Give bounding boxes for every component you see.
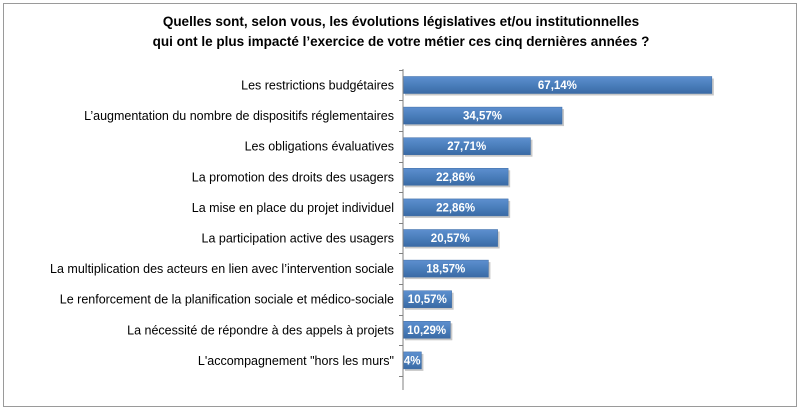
chart-title: Quelles sont, selon vous, les évolutions… — [0, 12, 802, 52]
data-label: 10,57% — [408, 294, 447, 306]
category-label: L’augmentation du nombre de dispositifs … — [84, 109, 394, 123]
category-label: L'accompagnement "hors les murs" — [198, 354, 394, 368]
category-label: Le renforcement de la planification soci… — [60, 293, 394, 307]
data-label: 67,14% — [538, 80, 577, 92]
category-label: La participation active des usagers — [202, 232, 394, 246]
bars-layer: 67,14% Les restrictions budgétaires 34,57%… — [50, 70, 714, 377]
category-label: La mise en place du projet individuel — [192, 201, 394, 215]
data-label: 4% — [404, 355, 421, 367]
chart-title-line2: qui ont le plus impacté l’exercice de vo… — [152, 34, 650, 49]
category-label: La promotion des droits des usagers — [192, 170, 394, 184]
category-label: La nécessité de répondre à des appels à … — [127, 323, 394, 337]
data-label: 22,86% — [436, 202, 475, 214]
data-label: 22,86% — [436, 172, 475, 184]
data-label: 34,57% — [463, 111, 502, 123]
category-label: Les obligations évaluatives — [245, 140, 394, 154]
chart-title-line1: Quelles sont, selon vous, les évolutions… — [162, 14, 640, 29]
category-label: La multiplication des acteurs en lien av… — [50, 262, 394, 276]
data-label: 27,71% — [447, 141, 486, 153]
data-label: 20,57% — [431, 233, 470, 245]
data-label: 18,57% — [426, 264, 465, 276]
category-label: Les restrictions budgétaires — [241, 79, 394, 93]
data-label: 10,29% — [407, 325, 446, 337]
